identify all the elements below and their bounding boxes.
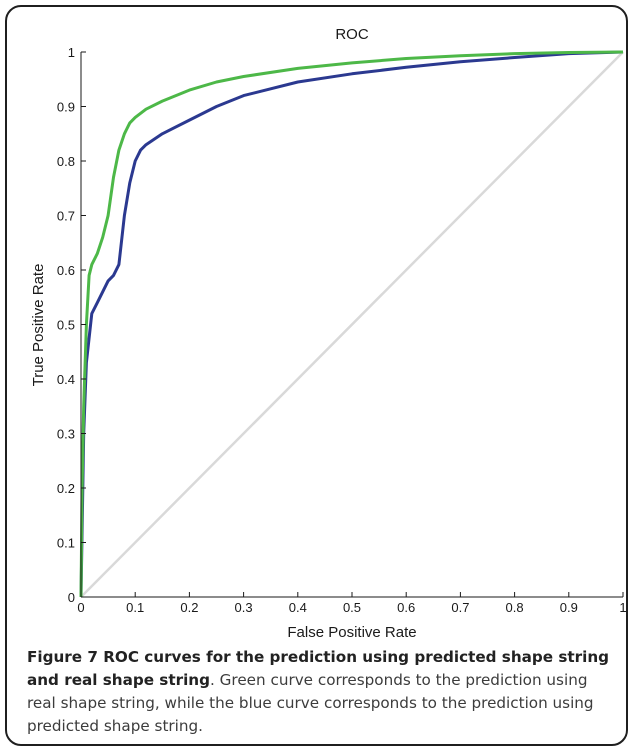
y-tick-label: 0.8 <box>57 154 75 169</box>
figure-frame <box>5 5 628 746</box>
y-tick-label: 0.4 <box>57 372 75 387</box>
caption-label: Figure 7 <box>27 648 98 666</box>
caption-title: ROC curves for the prediction using pred… <box>27 648 610 689</box>
y-axis-label: True Positive Rate <box>30 264 47 387</box>
x-tick-label: 0.5 <box>343 600 361 615</box>
series-layer <box>79 50 624 598</box>
y-tick-label: 0.9 <box>57 100 75 115</box>
x-tick-label: 0.2 <box>180 600 198 615</box>
ticks-layer: 0 0.1 0.2 0.3 0.4 0.5 0.6 0.7 0.8 0.9 1 0 0.1 0.2 0.3 0… <box>57 45 627 615</box>
y-tick-label: 0.7 <box>57 209 75 224</box>
x-tick-label: 0 <box>77 600 84 615</box>
series-line-2 <box>80 51 624 598</box>
y-tick-label: 0.6 <box>57 263 75 278</box>
y-tick-label: 0.5 <box>57 318 75 333</box>
series-line-1 <box>79 50 624 598</box>
x-tick-label: 0.6 <box>397 600 415 615</box>
series-line-0 <box>79 50 624 598</box>
x-tick-label: 0.4 <box>289 600 307 615</box>
y-tick-label: 0.1 <box>57 536 75 551</box>
figure-caption: Figure 7 ROC curves for the prediction u… <box>27 646 615 738</box>
y-tick-label: 0.2 <box>57 481 75 496</box>
roc-chart: ROC 0 0.1 0.2 0.3 0.4 0.5 0.6 0.7 0.8 0.9 1 0 0.1 0.2… <box>30 26 627 640</box>
y-tick-label: 0.3 <box>57 427 75 442</box>
y-tick-label: 0 <box>68 590 75 605</box>
x-axis-label: False Positive Rate <box>287 624 416 640</box>
x-tick-label: 0.9 <box>560 600 578 615</box>
caption-body: . Green curve corresponds to the predict… <box>27 671 594 735</box>
x-tick-label: 0.8 <box>506 600 524 615</box>
x-tick-label: 1 <box>619 600 626 615</box>
plot-area: 0 0.1 0.2 0.3 0.4 0.5 0.6 0.7 0.8 0.9 1 0 0.1 0.2 0.3 0… <box>57 45 627 615</box>
x-tick-label: 0.7 <box>451 600 469 615</box>
y-tick-label: 1 <box>68 45 75 60</box>
chart-title: ROC <box>335 26 369 43</box>
x-tick-label: 0.3 <box>235 600 253 615</box>
x-tick-label: 0.1 <box>126 600 144 615</box>
